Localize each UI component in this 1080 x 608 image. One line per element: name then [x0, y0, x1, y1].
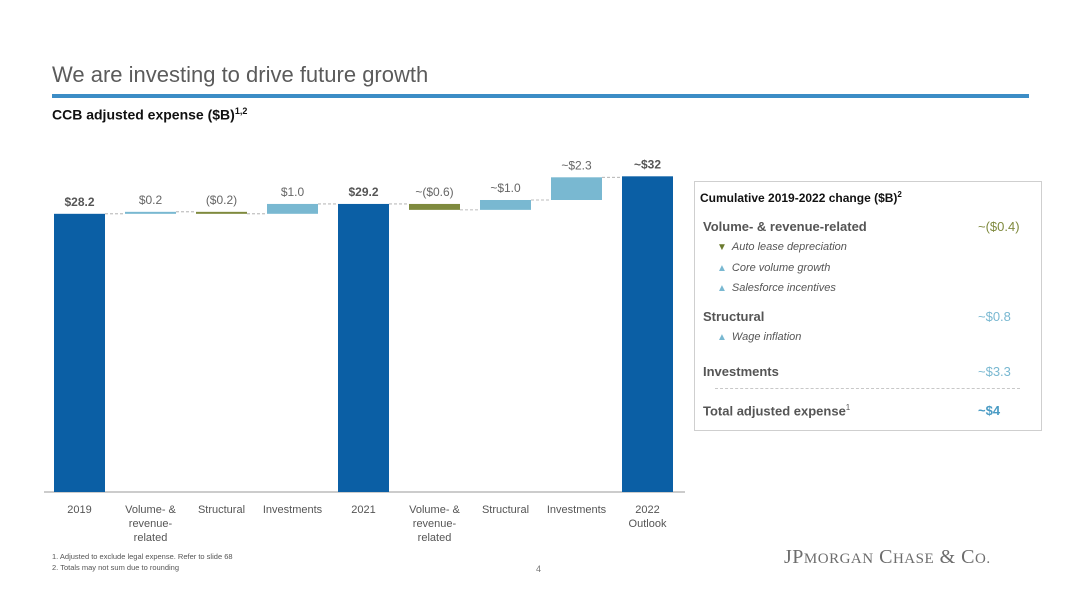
- tick-label: Investments: [263, 504, 323, 516]
- footnote-2: 2. Totals may not sum due to rounding: [52, 563, 180, 572]
- structural-value: ~$0.8: [978, 309, 1011, 324]
- data-label: $28.2: [64, 195, 94, 209]
- up-arrow-icon: ▲: [717, 332, 727, 343]
- data-label: ~$1.0: [490, 181, 521, 195]
- page-number: 4: [536, 564, 542, 574]
- total-label: Total adjusted expense1: [703, 403, 851, 419]
- item-core-volume: ▲ Core volume growth: [717, 262, 831, 274]
- data-label: $1.0: [281, 185, 305, 199]
- bar-decrease: [196, 211, 247, 214]
- chart-subtitle: CCB adjusted expense ($B)1,2: [52, 106, 248, 123]
- bar-increase: [551, 177, 602, 200]
- bar-increase: [480, 199, 531, 210]
- tick-label: 2021: [351, 504, 375, 516]
- tick-label: 2022 Outlook: [629, 504, 667, 530]
- title-divider: [52, 94, 1029, 98]
- investments-label: Investments: [703, 364, 779, 379]
- bar-increase: [125, 211, 176, 214]
- item-auto-lease: ▼ Auto lease depreciation: [717, 241, 847, 253]
- page-title: We are investing to drive future growth: [52, 62, 429, 87]
- bar-increase: [267, 203, 318, 214]
- data-label: ($0.2): [206, 193, 237, 207]
- down-arrow-icon: ▼: [717, 242, 727, 253]
- item-wage-inflation: ▲ Wage inflation: [717, 331, 802, 343]
- data-label: $29.2: [348, 185, 378, 199]
- investments-value: ~$3.3: [978, 364, 1011, 379]
- volume-revenue-label: Volume- & revenue-related: [703, 219, 867, 234]
- company-logo: JPMORGAN CHASE & CO.: [784, 546, 991, 568]
- tick-label: Volume- & revenue-related: [125, 504, 176, 544]
- total-value: ~$4: [978, 403, 1001, 418]
- panel-divider: [715, 388, 1020, 389]
- panel-title: Cumulative 2019-2022 change ($B)2: [700, 190, 902, 205]
- data-label: $0.2: [139, 193, 163, 207]
- cumulative-change-panel: Cumulative 2019-2022 change ($B)2 Volume…: [694, 181, 1042, 431]
- tick-label: Volume- & revenue-related: [409, 504, 460, 544]
- item-salesforce: ▲ Salesforce incentives: [717, 282, 836, 294]
- tick-label: Structural: [198, 504, 245, 516]
- tick-label: Structural: [482, 504, 529, 516]
- up-arrow-icon: ▲: [717, 283, 727, 294]
- bar-decrease: [409, 203, 460, 210]
- bar-total: [622, 176, 673, 492]
- bar-total: [54, 213, 105, 492]
- data-label: ~$2.3: [561, 158, 592, 172]
- tick-label: 2019: [67, 504, 91, 516]
- volume-revenue-value: ~($0.4): [978, 219, 1020, 234]
- data-label: ~($0.6): [415, 185, 453, 199]
- footnotes: 1. Adjusted to exclude legal expense. Re…: [52, 551, 233, 573]
- bar-total: [338, 203, 389, 492]
- up-arrow-icon: ▲: [717, 263, 727, 274]
- footnote-1: 1. Adjusted to exclude legal expense. Re…: [52, 552, 233, 561]
- waterfall-chart: $28.2 2019 $0.2 Volume- & revenue-related ($0…: [44, 157, 685, 544]
- data-label: ~$32: [634, 157, 661, 171]
- structural-label: Structural: [703, 309, 765, 324]
- tick-label: Investments: [547, 504, 607, 516]
